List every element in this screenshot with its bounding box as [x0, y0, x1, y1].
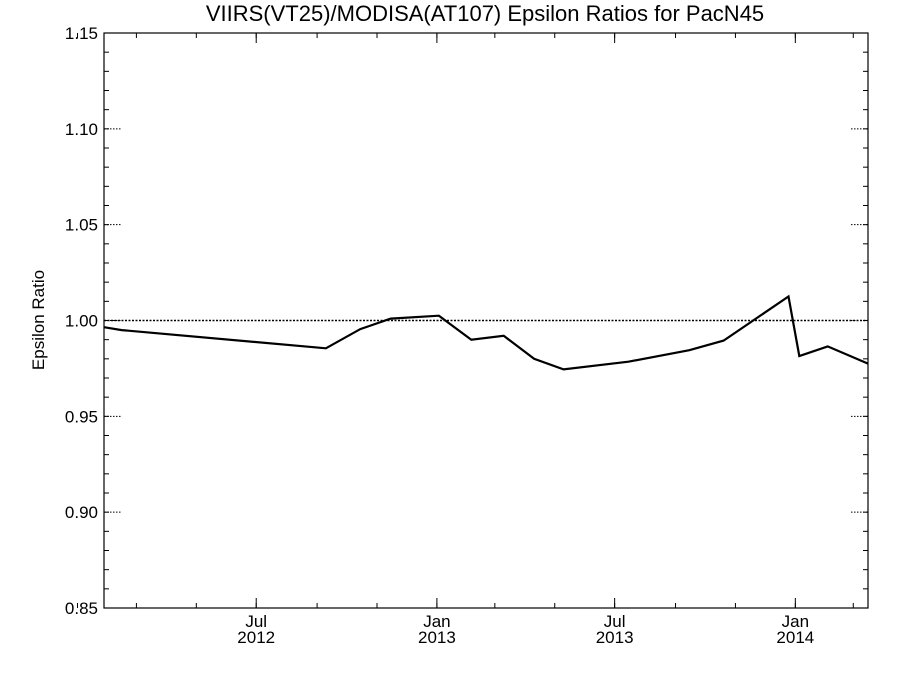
x-tick-label-month: Jan: [423, 612, 450, 631]
x-tick-label-year: 2014: [776, 628, 814, 647]
chart-title: VIIRS(VT25)/MODISA(AT107) Epsilon Ratios…: [206, 1, 764, 26]
axes: 0.850.900.951.001.051.101.15Jul2012Jan20…: [65, 24, 869, 647]
x-tick-label-year: 2013: [418, 628, 456, 647]
y-tick-label: 0.90: [65, 503, 98, 522]
y-tick-label: 1.00: [65, 312, 98, 331]
series-line: [103, 294, 869, 371]
y-axis-label: Epsilon Ratio: [29, 270, 48, 370]
x-tick-label-year: 2013: [596, 628, 634, 647]
y-tick-label: 0.85: [65, 599, 98, 618]
y-tick-label: 0.95: [65, 407, 98, 426]
y-tick-label: 1.10: [65, 120, 98, 139]
x-tick-label-month: Jul: [604, 612, 626, 631]
x-tick-label-year: 2012: [237, 628, 275, 647]
y-tick-label: 1.05: [65, 216, 98, 235]
x-tick-label-month: Jul: [245, 612, 267, 631]
data-series: [103, 294, 869, 371]
y-tick-label: 1.15: [65, 24, 98, 43]
x-tick-label-month: Jan: [782, 612, 809, 631]
